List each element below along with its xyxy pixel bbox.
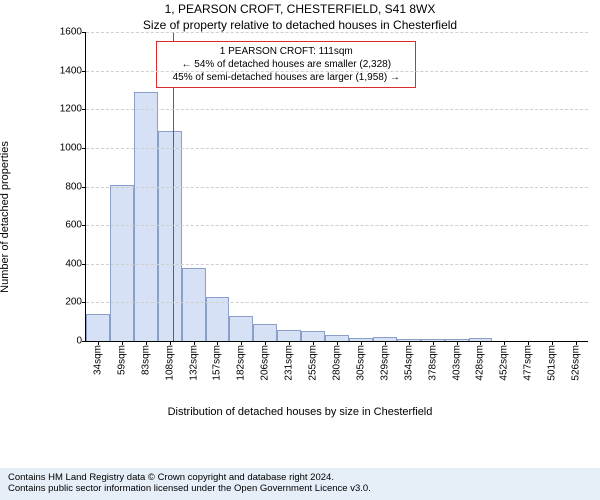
annotation-line3: 45% of semi-detached houses are larger (…	[163, 71, 409, 84]
y-tick-mark	[82, 148, 86, 149]
gridline	[86, 302, 588, 303]
gridline	[86, 264, 588, 265]
x-tick-label: 157sqm	[212, 345, 223, 381]
y-tick-mark	[82, 302, 86, 303]
annotation-box: 1 PEARSON CROFT: 111sqm ← 54% of detache…	[156, 41, 416, 88]
x-tick-label: 132sqm	[188, 345, 199, 381]
gridline	[86, 225, 588, 226]
plot-region: 34sqm59sqm83sqm108sqm132sqm157sqm182sqm2…	[85, 32, 588, 342]
x-tick-label: 354sqm	[403, 345, 414, 381]
title-main: 1, PEARSON CROFT, CHESTERFIELD, S41 8WX	[0, 2, 600, 16]
gridline	[86, 32, 588, 33]
x-tick-label: 428sqm	[475, 345, 486, 381]
x-tick-label: 403sqm	[451, 345, 462, 381]
gridline	[86, 187, 588, 188]
x-tick-label: 34sqm	[92, 345, 103, 375]
x-tick-mark	[122, 341, 123, 345]
y-tick-mark	[82, 32, 86, 33]
footer-line1: Contains HM Land Registry data © Crown c…	[8, 472, 592, 483]
histogram-bar	[253, 324, 277, 341]
x-tick-mark	[504, 341, 505, 345]
y-tick-mark	[82, 264, 86, 265]
x-tick-label: 206sqm	[260, 345, 271, 381]
y-tick-mark	[82, 225, 86, 226]
x-tick-mark	[385, 341, 386, 345]
x-tick-mark	[194, 341, 195, 345]
x-tick-label: 477sqm	[523, 345, 534, 381]
x-tick-mark	[480, 341, 481, 345]
histogram-bar	[301, 331, 325, 341]
x-tick-mark	[98, 341, 99, 345]
x-tick-label: 182sqm	[236, 345, 247, 381]
y-tick-mark	[82, 71, 86, 72]
y-tick-mark	[82, 109, 86, 110]
x-tick-mark	[552, 341, 553, 345]
annotation-line1: 1 PEARSON CROFT: 111sqm	[163, 45, 409, 58]
x-tick-mark	[409, 341, 410, 345]
chart-titles: 1, PEARSON CROFT, CHESTERFIELD, S41 8WX …	[0, 0, 600, 32]
x-tick-label: 501sqm	[547, 345, 558, 381]
x-tick-mark	[361, 341, 362, 345]
x-tick-mark	[576, 341, 577, 345]
x-tick-mark	[433, 341, 434, 345]
x-tick-mark	[265, 341, 266, 345]
x-tick-label: 305sqm	[355, 345, 366, 381]
y-tick-mark	[82, 341, 86, 342]
x-tick-label: 280sqm	[332, 345, 343, 381]
x-tick-mark	[337, 341, 338, 345]
footer-line2: Contains public sector information licen…	[8, 483, 592, 494]
x-tick-label: 108sqm	[164, 345, 175, 381]
chart-area: Number of detached properties 34sqm59sqm…	[55, 32, 588, 402]
x-tick-label: 329sqm	[379, 345, 390, 381]
annotation-line2: ← 54% of detached houses are smaller (2,…	[163, 58, 409, 71]
x-tick-label: 526sqm	[571, 345, 582, 381]
x-tick-label: 59sqm	[116, 345, 127, 375]
y-tick-mark	[82, 187, 86, 188]
histogram-bar	[182, 268, 206, 341]
x-tick-mark	[313, 341, 314, 345]
x-tick-label: 83sqm	[140, 345, 151, 375]
x-tick-mark	[528, 341, 529, 345]
histogram-bar	[86, 314, 110, 341]
x-tick-mark	[170, 341, 171, 345]
attribution-footer: Contains HM Land Registry data © Crown c…	[0, 468, 600, 500]
gridline	[86, 109, 588, 110]
x-tick-label: 452sqm	[499, 345, 510, 381]
x-tick-mark	[457, 341, 458, 345]
x-tick-mark	[289, 341, 290, 345]
histogram-bar	[134, 92, 158, 341]
x-tick-mark	[241, 341, 242, 345]
histogram-bar	[158, 131, 182, 341]
gridline	[86, 148, 588, 149]
y-axis-label: Number of detached properties	[0, 141, 11, 293]
x-tick-mark	[217, 341, 218, 345]
x-tick-label: 378sqm	[427, 345, 438, 381]
x-tick-label: 255sqm	[308, 345, 319, 381]
histogram-bar	[229, 316, 253, 341]
x-tick-mark	[146, 341, 147, 345]
histogram-bar	[277, 330, 301, 341]
title-sub: Size of property relative to detached ho…	[0, 18, 600, 32]
gridline	[86, 71, 588, 72]
x-tick-label: 231sqm	[284, 345, 295, 381]
x-axis-label: Distribution of detached houses by size …	[0, 406, 600, 418]
